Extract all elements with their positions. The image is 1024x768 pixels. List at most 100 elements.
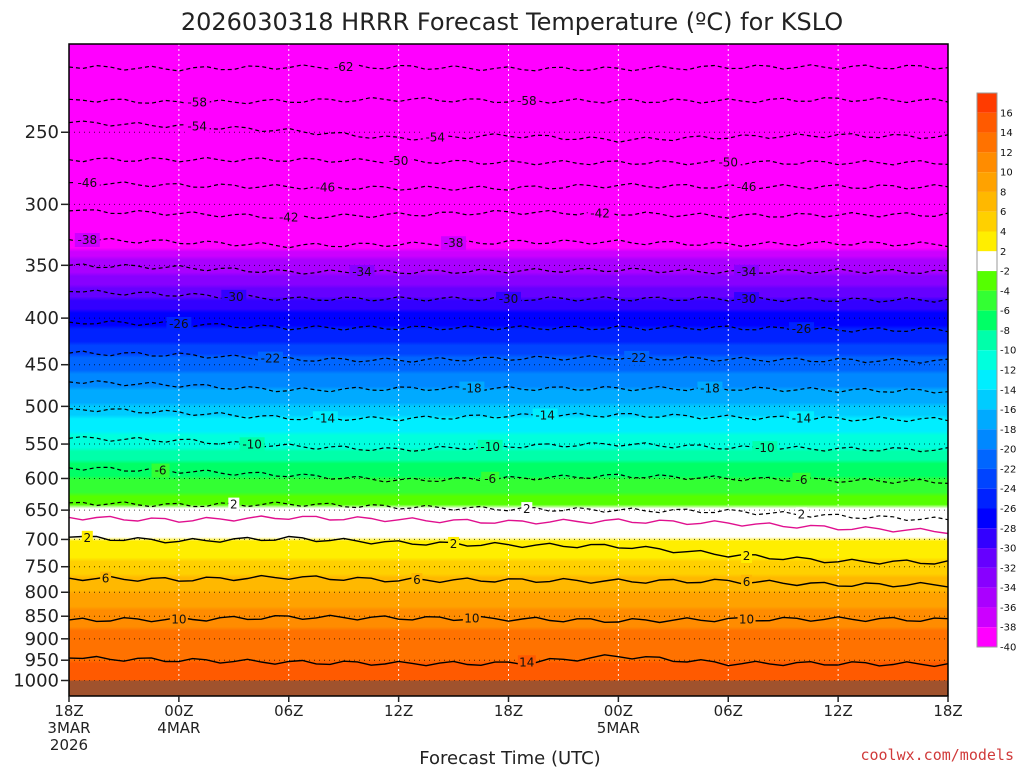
colorbar-label: -26 [1000,504,1016,515]
colorbar-segment [977,290,997,311]
isotherm-label: -42 [590,206,610,220]
x-tick-label: 06Z [274,702,303,720]
isotherm-label: -58 [187,95,207,109]
isotherm-label: -10 [755,441,775,455]
colorbar-label: -22 [1000,464,1016,475]
isotherm-label: -30 [499,292,519,306]
isotherm-label: -34 [737,265,757,279]
y-tick-label: 350 [25,255,59,276]
colorbar-label: -24 [1000,484,1016,495]
isotherm-label-bg [715,155,741,170]
isotherm-line [69,181,948,192]
isotherm-label-bg [792,472,811,487]
isotherm-line [69,614,948,624]
isotherm-label: -46 [78,176,98,190]
isotherm-line [69,64,948,72]
x-tick-label: 18Z [933,702,962,720]
isotherm-label: 14 [519,655,534,669]
isotherm-label: -6 [484,472,496,486]
isotherm-label: 6 [413,573,421,587]
isotherm-label: -54 [187,120,207,134]
isotherm-label-bg [734,179,760,194]
isotherm-label: 6 [743,575,751,589]
isotherm-label-bg [624,350,650,365]
isotherm-label-bg [331,60,357,75]
colorbar-segment [977,271,997,291]
isotherm-label-bg [496,291,521,306]
colorbar-segment [977,350,997,370]
isotherm-line [69,380,948,394]
isotherm-label: 2 [798,508,806,522]
isotherm-label: -34 [352,265,372,279]
colorbar-label: -28 [1000,524,1016,535]
colorbar-label: -14 [1000,385,1016,396]
colorbar-segment [977,587,997,608]
colorbar-segment [977,112,997,133]
isotherm-label: -50 [718,156,738,170]
isotherm-line [69,237,948,249]
colorbar-segment [977,508,997,529]
colorbar-segment [977,330,997,351]
isotherm-label-bg [257,351,283,366]
colorbar-segment [977,607,997,628]
isotherm-label: 2 [83,531,91,545]
y-tick-label: 950 [25,650,59,671]
isotherm-label-bg [477,439,503,454]
colorbar-frame [976,92,998,648]
isotherm-label-bg [441,236,467,251]
isotherm-line [69,96,948,106]
colorbar-label: -10 [1000,346,1016,357]
isotherm-label-bg [741,549,753,564]
isotherm-label: 2 [743,549,751,563]
colorbar-label: -20 [1000,445,1016,456]
isotherm-label-bg [221,289,247,304]
colorbar-segment [977,449,997,469]
y-tick-label: 750 [25,557,59,578]
colorbar-segment [977,132,997,153]
colorbar-segment [977,389,997,410]
colorbar-label: -2 [1000,267,1010,278]
x-tick-label: 00Z [604,702,633,720]
colorbar-segment [977,211,997,232]
colorbar-segment [977,93,997,113]
colorbar-label: -18 [1000,425,1016,436]
colorbar-segment [977,627,997,647]
isotherm-label-bg [184,95,210,110]
colorbar-segment [977,172,997,192]
isotherm-label-bg [741,574,753,589]
colorbar-segment [977,429,997,450]
colorbar-label: -12 [1000,366,1016,377]
isotherm-line [69,120,948,143]
colorbar-label: -38 [1000,623,1016,634]
colorbar-label: -6 [1000,306,1010,317]
y-tick-label: 450 [25,355,59,376]
isotherm-label: -10 [480,440,500,454]
isotherm-label: -62 [334,60,354,74]
isotherm-line [69,574,948,588]
isotherm-label-bg [752,441,778,456]
isotherm-label: 10 [171,612,186,626]
colorbar-label: -40 [1000,643,1016,654]
plot-area: -62-58 -58-54-54-50 -50-46 -46 -46-42 -42-38-… [68,43,949,697]
colorbar-label: -34 [1000,583,1016,594]
colorbar-label: -30 [1000,544,1016,555]
isotherm-label: -46 [316,180,336,194]
colorbar-label: 6 [1000,207,1006,218]
isotherm-label: 2 [230,498,238,512]
isotherm-label: 2 [450,537,458,551]
isotherm-label-bg [386,154,412,169]
isotherm-label-bg [276,210,302,225]
isotherm-label-bg [312,180,338,195]
isotherm-line [69,654,948,668]
colorbar-segment [977,468,997,489]
isotherm-label: -10 [242,437,262,451]
y-tick-label: 500 [25,396,59,417]
isotherm-label-bg [74,233,100,248]
colorbar-segment [977,567,997,588]
isotherm-label-bg [312,411,338,426]
y-tick-label: 850 [25,606,59,627]
colorbar-label: 10 [1000,168,1013,179]
isotherm-label: -54 [425,130,445,144]
isotherm-label-bg [462,611,481,626]
